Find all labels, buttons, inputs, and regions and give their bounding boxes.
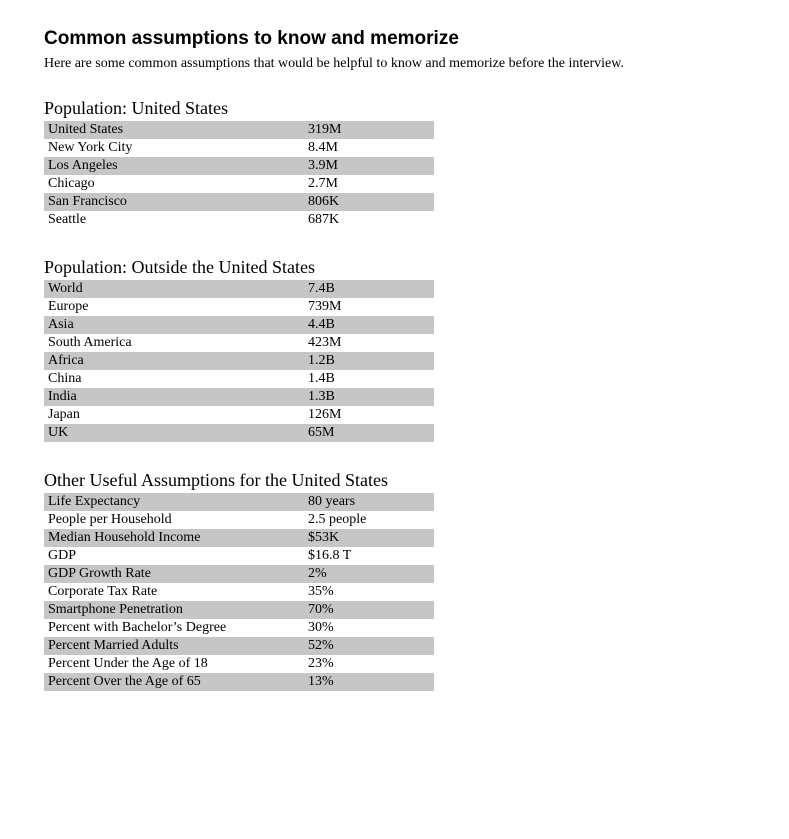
table-row: Chicago2.7M bbox=[44, 175, 434, 193]
row-label: Europe bbox=[44, 298, 304, 316]
row-value: 687K bbox=[304, 211, 434, 229]
row-label: India bbox=[44, 388, 304, 406]
table-row: World7.4B bbox=[44, 280, 434, 298]
table-row: Europe739M bbox=[44, 298, 434, 316]
row-value: 319M bbox=[304, 121, 434, 139]
table-row: GDP Growth Rate2% bbox=[44, 565, 434, 583]
row-value: $53K bbox=[304, 529, 434, 547]
table-row: Corporate Tax Rate35% bbox=[44, 583, 434, 601]
row-label: World bbox=[44, 280, 304, 298]
section: Population: United StatesUnited States31… bbox=[44, 98, 745, 229]
row-label: Seattle bbox=[44, 211, 304, 229]
row-label: South America bbox=[44, 334, 304, 352]
row-label: GDP Growth Rate bbox=[44, 565, 304, 583]
row-label: Life Expectancy bbox=[44, 493, 304, 511]
row-label: United States bbox=[44, 121, 304, 139]
table-row: UK65M bbox=[44, 424, 434, 442]
table-row: Smartphone Penetration70% bbox=[44, 601, 434, 619]
table-row: Percent Under the Age of 1823% bbox=[44, 655, 434, 673]
table-row: India1.3B bbox=[44, 388, 434, 406]
row-label: Africa bbox=[44, 352, 304, 370]
table-row: People per Household2.5 people bbox=[44, 511, 434, 529]
row-label: San Francisco bbox=[44, 193, 304, 211]
row-label: UK bbox=[44, 424, 304, 442]
row-label: Japan bbox=[44, 406, 304, 424]
table-row: China1.4B bbox=[44, 370, 434, 388]
table-row: GDP$16.8 T bbox=[44, 547, 434, 565]
row-value: 23% bbox=[304, 655, 434, 673]
row-label: Percent with Bachelor’s Degree bbox=[44, 619, 304, 637]
row-value: 70% bbox=[304, 601, 434, 619]
row-label: GDP bbox=[44, 547, 304, 565]
table-row: Median Household Income$53K bbox=[44, 529, 434, 547]
row-label: Corporate Tax Rate bbox=[44, 583, 304, 601]
table-row: San Francisco806K bbox=[44, 193, 434, 211]
table-row: Los Angeles3.9M bbox=[44, 157, 434, 175]
section: Population: Outside the United StatesWor… bbox=[44, 257, 745, 442]
row-value: 80 years bbox=[304, 493, 434, 511]
row-value: 4.4B bbox=[304, 316, 434, 334]
row-value: 30% bbox=[304, 619, 434, 637]
row-label: Chicago bbox=[44, 175, 304, 193]
row-value: 2.7M bbox=[304, 175, 434, 193]
row-value: 35% bbox=[304, 583, 434, 601]
row-value: 2% bbox=[304, 565, 434, 583]
section-heading: Other Useful Assumptions for the United … bbox=[44, 470, 745, 491]
row-label: Los Angeles bbox=[44, 157, 304, 175]
row-value: 2.5 people bbox=[304, 511, 434, 529]
table-row: Seattle687K bbox=[44, 211, 434, 229]
row-value: 806K bbox=[304, 193, 434, 211]
data-table: World7.4BEurope739MAsia4.4BSouth America… bbox=[44, 280, 434, 442]
table-row: South America423M bbox=[44, 334, 434, 352]
table-row: Percent Over the Age of 6513% bbox=[44, 673, 434, 691]
data-table: United States319MNew York City8.4MLos An… bbox=[44, 121, 434, 229]
row-value: 7.4B bbox=[304, 280, 434, 298]
row-label: Asia bbox=[44, 316, 304, 334]
table-row: Japan126M bbox=[44, 406, 434, 424]
row-value: 65M bbox=[304, 424, 434, 442]
section: Other Useful Assumptions for the United … bbox=[44, 470, 745, 691]
table-row: Africa1.2B bbox=[44, 352, 434, 370]
row-value: 739M bbox=[304, 298, 434, 316]
row-label: New York City bbox=[44, 139, 304, 157]
row-value: 13% bbox=[304, 673, 434, 691]
row-label: Percent Under the Age of 18 bbox=[44, 655, 304, 673]
table-row: United States319M bbox=[44, 121, 434, 139]
row-label: Percent Married Adults bbox=[44, 637, 304, 655]
section-heading: Population: Outside the United States bbox=[44, 257, 745, 278]
row-label: People per Household bbox=[44, 511, 304, 529]
table-row: New York City8.4M bbox=[44, 139, 434, 157]
row-value: 1.2B bbox=[304, 352, 434, 370]
row-value: 8.4M bbox=[304, 139, 434, 157]
row-value: 1.4B bbox=[304, 370, 434, 388]
section-heading: Population: United States bbox=[44, 98, 745, 119]
row-value: 423M bbox=[304, 334, 434, 352]
row-value: 52% bbox=[304, 637, 434, 655]
row-value: 3.9M bbox=[304, 157, 434, 175]
row-label: Median Household Income bbox=[44, 529, 304, 547]
row-value: 126M bbox=[304, 406, 434, 424]
page-subtitle: Here are some common assumptions that wo… bbox=[44, 56, 745, 72]
table-row: Percent Married Adults52% bbox=[44, 637, 434, 655]
row-value: $16.8 T bbox=[304, 547, 434, 565]
row-value: 1.3B bbox=[304, 388, 434, 406]
sections-container: Population: United StatesUnited States31… bbox=[44, 98, 745, 691]
row-label: Smartphone Penetration bbox=[44, 601, 304, 619]
table-row: Asia4.4B bbox=[44, 316, 434, 334]
row-label: Percent Over the Age of 65 bbox=[44, 673, 304, 691]
data-table: Life Expectancy80 yearsPeople per Househ… bbox=[44, 493, 434, 691]
row-label: China bbox=[44, 370, 304, 388]
table-row: Percent with Bachelor’s Degree30% bbox=[44, 619, 434, 637]
table-row: Life Expectancy80 years bbox=[44, 493, 434, 511]
page-title: Common assumptions to know and memorize bbox=[44, 28, 745, 50]
